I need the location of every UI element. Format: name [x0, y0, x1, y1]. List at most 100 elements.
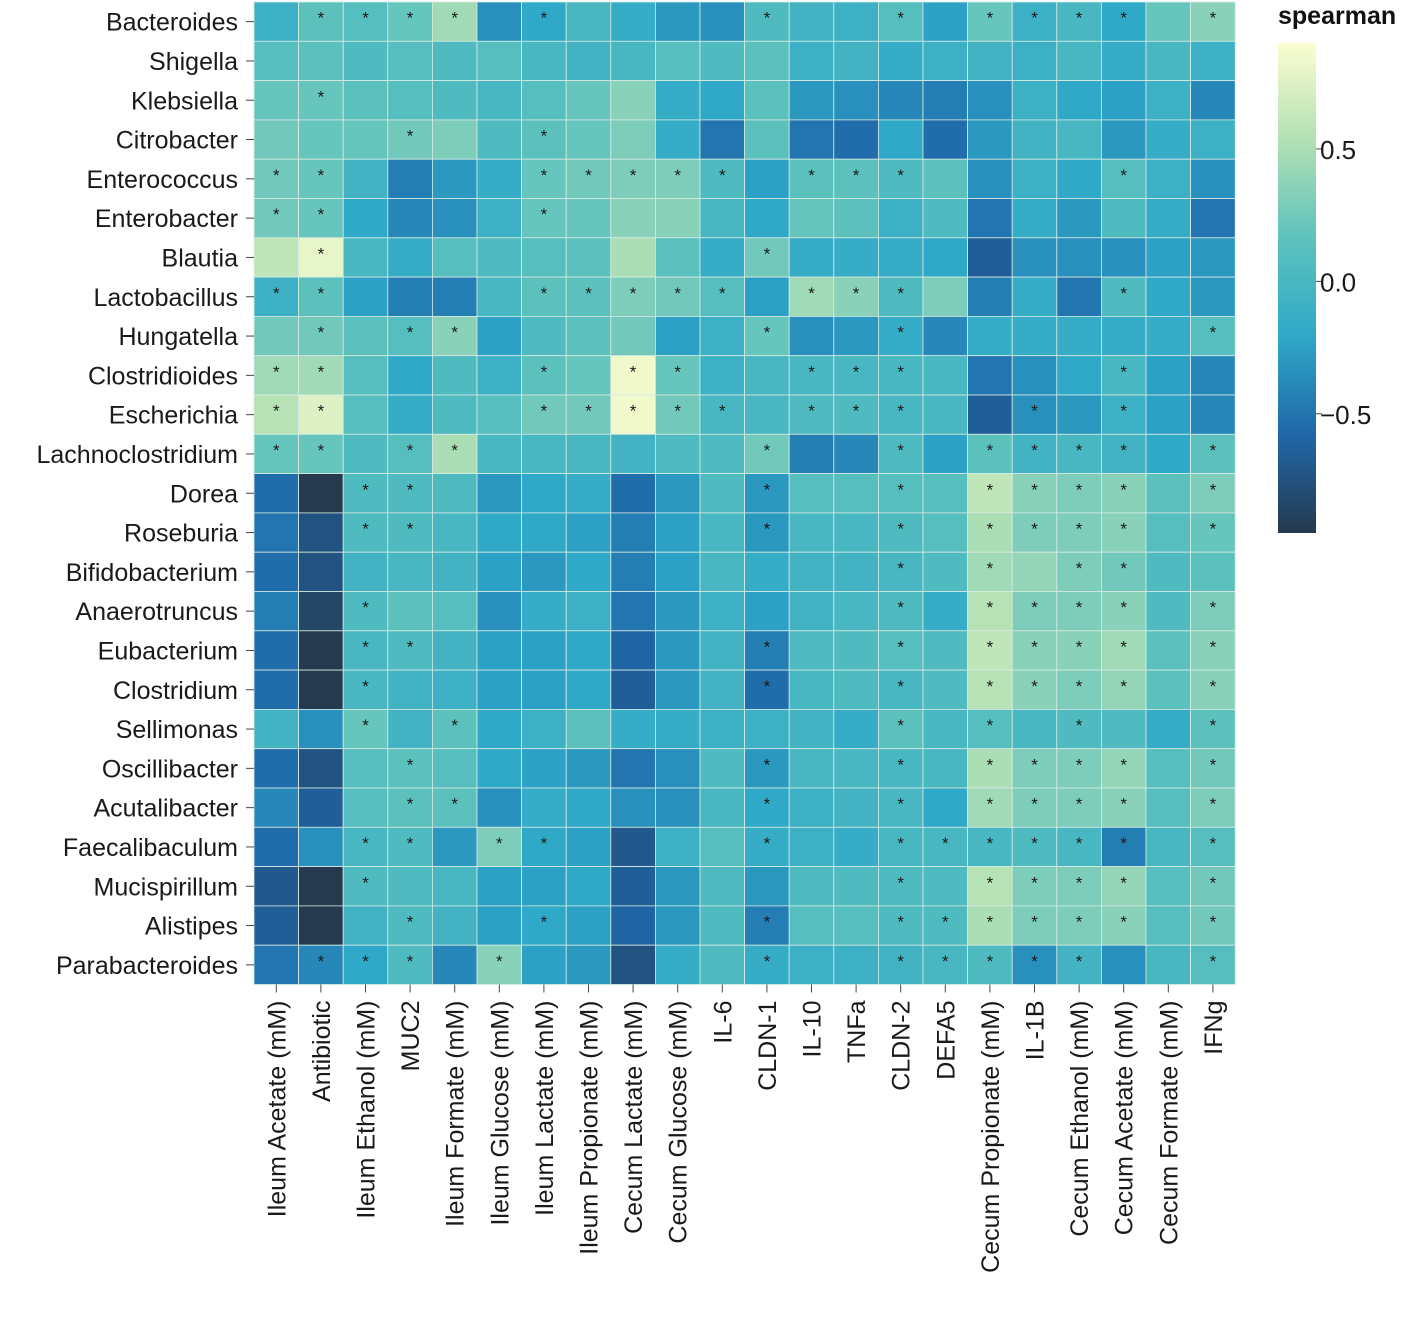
heatmap-cell	[1190, 119, 1236, 160]
heatmap-cell	[476, 355, 522, 396]
heatmap-cell	[655, 1, 701, 42]
heatmap-cell	[476, 669, 522, 710]
legend-tick-label: 0.0	[1320, 267, 1356, 297]
heatmap-cell	[431, 787, 478, 828]
heatmap-cell	[699, 394, 745, 435]
heatmap-cell	[342, 905, 389, 946]
heatmap-cell	[878, 551, 924, 592]
heatmap-cell	[387, 158, 433, 199]
significance-marker: *	[674, 362, 681, 381]
heatmap-cell	[699, 119, 745, 160]
significance-marker: *	[987, 559, 994, 578]
heatmap-cell	[1145, 1, 1191, 42]
heatmap-cell	[387, 276, 433, 317]
heatmap-cell	[610, 315, 656, 357]
heatmap-cell	[521, 237, 567, 278]
heatmap-cell	[788, 158, 835, 199]
row-label: Hungatella	[118, 323, 238, 351]
heatmap-cell	[788, 787, 835, 828]
heatmap-cell	[1011, 276, 1058, 317]
heatmap-cell	[431, 866, 478, 907]
significance-marker: *	[451, 795, 458, 814]
row-label: Acutalibacter	[93, 795, 238, 823]
row-label: Mucispirillum	[94, 873, 238, 901]
heatmap-cell	[878, 748, 924, 789]
heatmap-cell	[1056, 40, 1102, 81]
significance-marker: *	[1031, 637, 1038, 656]
heatmap-cell	[476, 237, 522, 278]
row-label: Shigella	[149, 48, 238, 76]
significance-marker: *	[1076, 677, 1083, 696]
significance-marker: *	[1210, 913, 1217, 932]
heatmap-cell	[342, 473, 389, 514]
heatmap-cell	[655, 905, 701, 946]
heatmap-cell	[521, 315, 567, 357]
significance-marker: *	[764, 244, 771, 263]
significance-marker: *	[1076, 441, 1083, 460]
heatmap-cell	[253, 433, 299, 474]
heatmap-cell	[431, 512, 478, 553]
significance-marker: *	[1076, 952, 1083, 971]
heatmap-cell	[298, 512, 344, 553]
column-label: CLDN-2	[888, 1001, 916, 1091]
heatmap-cell	[476, 40, 522, 81]
heatmap-cell	[1101, 237, 1147, 278]
heatmap-cell	[253, 944, 299, 985]
significance-marker: *	[853, 166, 860, 185]
significance-marker: *	[987, 441, 994, 460]
heatmap-cell	[476, 119, 522, 160]
heatmap-cell	[387, 237, 433, 278]
heatmap-cell	[1145, 630, 1191, 671]
heatmap-cell	[253, 80, 299, 121]
significance-marker: *	[541, 166, 548, 185]
heatmap-cell	[922, 748, 968, 789]
heatmap-cell	[922, 866, 968, 907]
heatmap-cell	[1190, 669, 1236, 710]
heatmap-cell	[298, 315, 344, 357]
heatmap-cell	[431, 40, 478, 81]
heatmap-cell	[1056, 315, 1102, 357]
heatmap-cell	[1190, 473, 1236, 514]
heatmap-cell	[655, 80, 701, 121]
heatmap-cell	[1101, 551, 1147, 592]
heatmap-cell	[788, 669, 835, 710]
heatmap-cell	[744, 591, 790, 632]
significance-marker: *	[1210, 637, 1217, 656]
heatmap-cell	[610, 591, 656, 632]
significance-marker: *	[362, 520, 369, 539]
heatmap-cell	[610, 158, 656, 199]
significance-marker: *	[1120, 520, 1127, 539]
heatmap-cell	[298, 826, 344, 867]
significance-marker: *	[897, 795, 904, 814]
heatmap-cell	[565, 787, 612, 828]
heatmap-cell	[788, 551, 835, 592]
significance-marker: *	[273, 284, 280, 303]
heatmap-cell	[1145, 198, 1191, 239]
heatmap-cell	[387, 119, 433, 160]
heatmap-cell	[1056, 276, 1102, 317]
significance-marker: *	[407, 795, 414, 814]
heatmap-cell	[788, 40, 835, 81]
heatmap-cell	[565, 826, 612, 867]
significance-marker: *	[987, 755, 994, 774]
heatmap-cell	[788, 630, 835, 671]
significance-marker: *	[1210, 795, 1217, 814]
heatmap-cell	[744, 433, 790, 474]
heatmap-cell	[431, 473, 478, 514]
heatmap-cell	[1056, 630, 1102, 671]
column-label: MUC2	[397, 1001, 425, 1072]
heatmap-cell	[1145, 669, 1191, 710]
heatmap-cell	[1145, 394, 1191, 435]
heatmap-cell	[387, 826, 433, 867]
significance-marker: *	[987, 913, 994, 932]
significance-marker: *	[1120, 284, 1127, 303]
heatmap-cell	[1190, 80, 1236, 121]
significance-marker: *	[764, 834, 771, 853]
significance-marker: *	[1210, 441, 1217, 460]
heatmap-cell	[833, 473, 879, 514]
heatmap-cell	[1101, 119, 1147, 160]
heatmap-cell	[1145, 119, 1191, 160]
heatmap-cell	[342, 355, 389, 396]
heatmap-cell	[744, 40, 790, 81]
heatmap-cell	[655, 276, 701, 317]
